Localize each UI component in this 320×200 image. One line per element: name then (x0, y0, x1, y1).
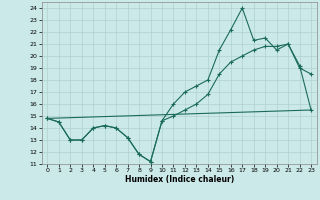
X-axis label: Humidex (Indice chaleur): Humidex (Indice chaleur) (124, 175, 234, 184)
